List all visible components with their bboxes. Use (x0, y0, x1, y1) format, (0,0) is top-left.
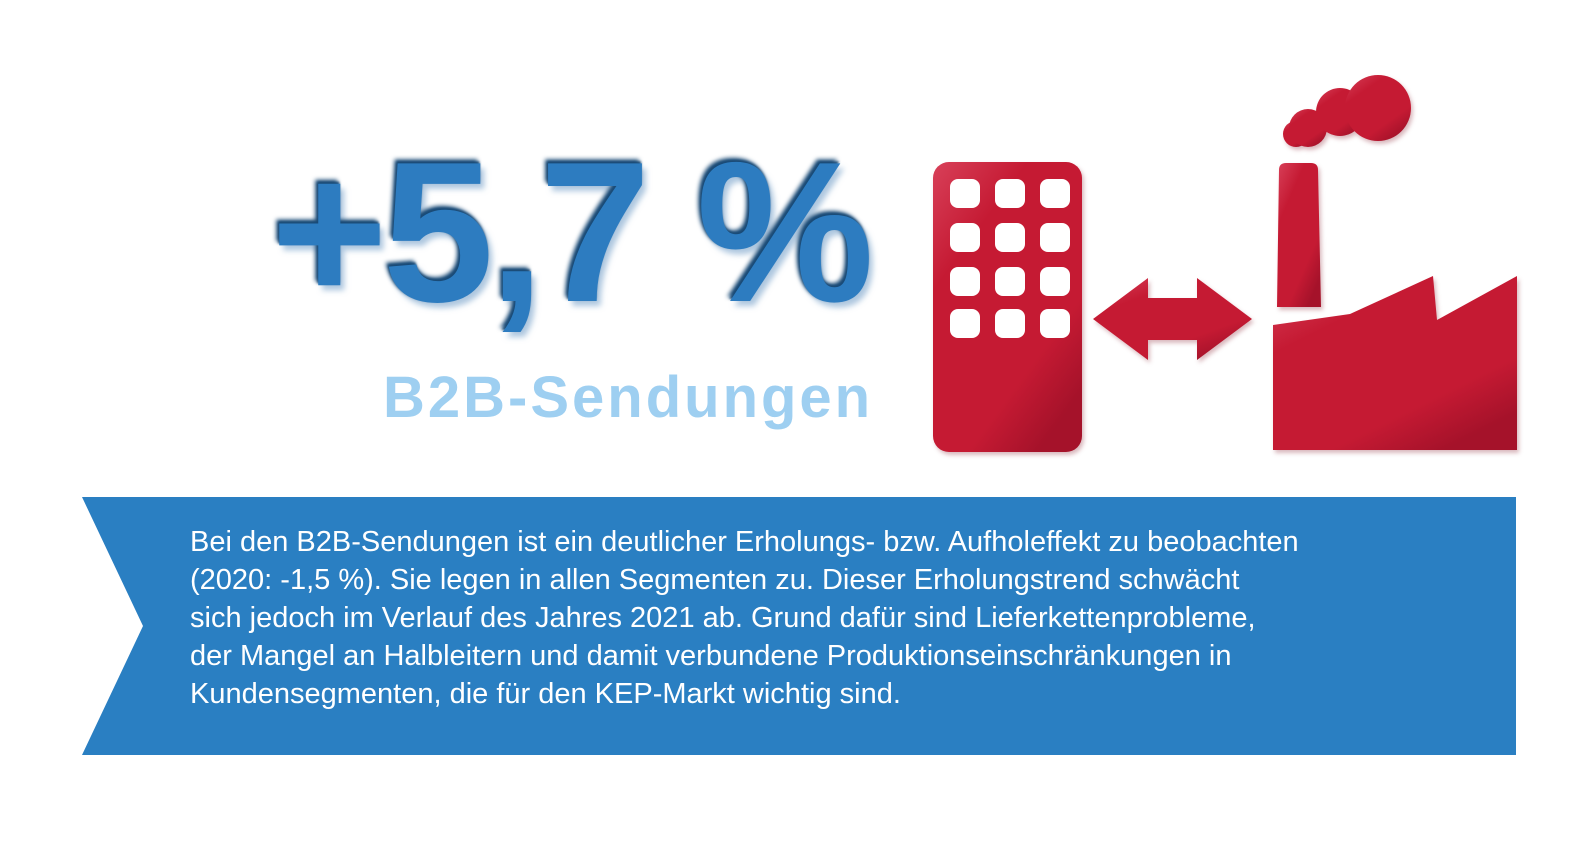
double-arrow-icon (1093, 278, 1252, 360)
stat-label: B2B-Sendungen (383, 365, 874, 430)
banner-line: Kundensegmenten, die für den KEP-Markt w… (190, 678, 901, 710)
banner-line: sich jedoch im Verlauf des Jahres 2021 a… (190, 602, 1256, 634)
text-banner: Bei den B2B-Sendungen ist ein deutlicher… (82, 497, 1516, 755)
b2b-icons (933, 75, 1517, 452)
banner-line: Bei den B2B-Sendungen ist ein deutlicher… (190, 526, 1299, 558)
stat-value: +5,7 % (270, 121, 874, 344)
office-building-icon (933, 162, 1082, 452)
factory-icon (1273, 75, 1517, 450)
banner-line: (2020: -1,5 %). Sie legen in allen Segme… (190, 564, 1240, 596)
banner-paragraph: Bei den B2B-Sendungen ist ein deutlicher… (190, 523, 1299, 713)
banner-line: der Mangel an Halbleitern und damit verb… (190, 640, 1232, 672)
